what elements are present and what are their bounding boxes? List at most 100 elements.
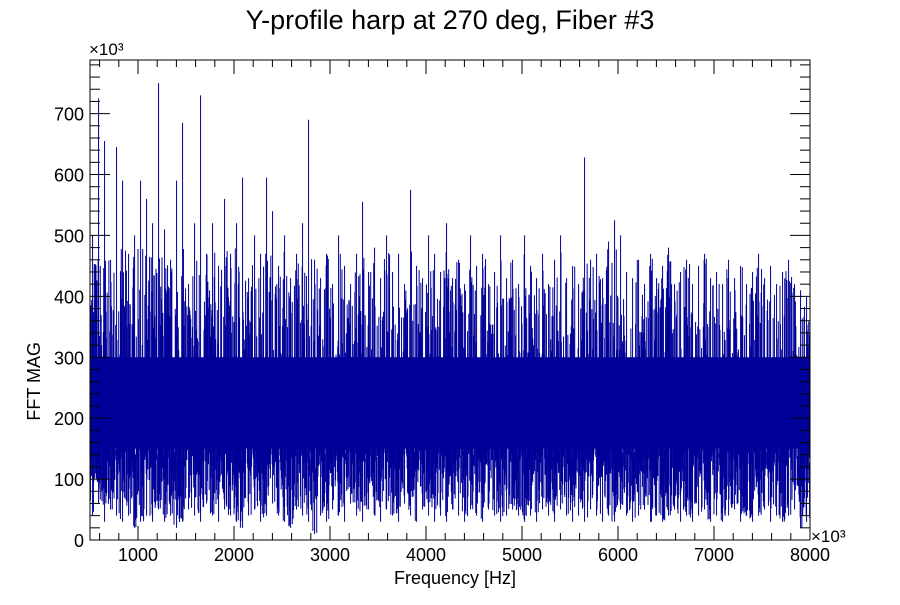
spectrum-bin bbox=[119, 180, 127, 522]
spectrum-bin bbox=[527, 265, 535, 516]
spectrum-bin bbox=[749, 271, 757, 522]
spectrum-core bbox=[192, 357, 199, 449]
spectrum-core bbox=[678, 357, 685, 449]
spectrum-core bbox=[372, 357, 379, 449]
x-tick-label: 2000 bbox=[214, 545, 254, 565]
spectrum-core bbox=[204, 357, 211, 449]
spectrum-bin bbox=[359, 201, 367, 522]
spectrum-core bbox=[726, 357, 733, 449]
spectrum-bin bbox=[665, 247, 673, 516]
spectrum-bin bbox=[329, 284, 337, 510]
spectrum-bin bbox=[791, 284, 799, 510]
spectrum-core bbox=[102, 357, 109, 449]
spectrum-core bbox=[528, 357, 535, 449]
spectrum-core bbox=[744, 357, 751, 449]
spectrum-core bbox=[786, 357, 793, 449]
x-tick-label: 6000 bbox=[598, 545, 638, 565]
spectrum-bin bbox=[689, 284, 697, 522]
y-tick-label: 400 bbox=[54, 287, 84, 307]
spectrum-core bbox=[216, 357, 223, 449]
spectrum-core bbox=[582, 357, 589, 449]
spectrum-bin bbox=[245, 278, 253, 516]
spectrum-core bbox=[312, 357, 319, 449]
spectrum-bin bbox=[239, 177, 247, 528]
spectrum-core bbox=[690, 357, 697, 449]
spectrum-bin bbox=[503, 278, 511, 516]
spectrum-core bbox=[564, 357, 571, 449]
spectrum-core bbox=[570, 357, 577, 449]
spectrum-core bbox=[756, 357, 763, 449]
spectrum-series bbox=[89, 83, 811, 534]
spectrum-core bbox=[354, 357, 361, 449]
spectrum-core bbox=[516, 357, 523, 449]
spectrum-bin bbox=[695, 265, 703, 516]
spectrum-bin bbox=[353, 253, 361, 516]
spectrum-core bbox=[612, 357, 619, 449]
spectrum-core bbox=[462, 357, 469, 449]
spectrum-bin bbox=[569, 265, 577, 522]
spectrum-core bbox=[288, 357, 295, 449]
spectrum-core bbox=[336, 357, 343, 449]
spectrum-bin bbox=[551, 259, 559, 522]
spectrum-core bbox=[468, 357, 475, 449]
spectrum-bin bbox=[587, 259, 595, 510]
spectrum-bin bbox=[371, 247, 379, 516]
spectrum-core bbox=[534, 357, 541, 449]
spectrum-bin bbox=[707, 278, 715, 522]
spectrum-core bbox=[252, 357, 259, 449]
spectrum-core bbox=[240, 357, 247, 449]
spectrum-bin bbox=[341, 265, 349, 522]
y-tick-label: 200 bbox=[54, 409, 84, 429]
spectrum-core bbox=[438, 357, 445, 449]
spectrum-core bbox=[318, 357, 325, 449]
spectrum-core bbox=[282, 357, 289, 449]
spectrum-core bbox=[804, 357, 811, 449]
spectrum-core bbox=[432, 357, 439, 449]
spectrum-bin bbox=[389, 271, 397, 516]
spectrum-bin bbox=[713, 271, 721, 516]
spectrum-core bbox=[660, 357, 667, 449]
spectrum-core bbox=[456, 357, 463, 449]
spectrum-bin bbox=[647, 253, 655, 522]
x-tick-label: 4000 bbox=[406, 545, 446, 565]
spectrum-bin bbox=[737, 265, 745, 522]
spectrum-bin bbox=[479, 253, 487, 522]
spectrum-core bbox=[654, 357, 661, 449]
spectrum-bin bbox=[731, 278, 739, 510]
spectrum-core bbox=[348, 357, 355, 449]
spectrum-core bbox=[210, 357, 217, 449]
spectrum-bin bbox=[545, 284, 553, 516]
spectrum-bin bbox=[767, 265, 775, 522]
spectrum-core bbox=[228, 357, 235, 449]
spectrum-bin bbox=[407, 189, 415, 516]
spectrum-core bbox=[792, 357, 799, 449]
spectrum-core bbox=[576, 357, 583, 449]
axes: 1000 2000 3000 4000 5000 6000 7000 8000 0 100 200 3… bbox=[54, 60, 830, 565]
spectrum-bin bbox=[113, 147, 121, 516]
spectrum-core bbox=[702, 357, 709, 449]
spectrum-core bbox=[294, 357, 301, 449]
spectrum-core bbox=[246, 357, 253, 449]
spectrum-bin bbox=[779, 271, 787, 522]
spectrum-bin bbox=[449, 278, 457, 510]
spectrum-bin bbox=[773, 284, 781, 516]
spectrum-core bbox=[198, 357, 205, 449]
spectrum-bin bbox=[719, 284, 727, 522]
spectrum-bin bbox=[131, 235, 139, 528]
y-tick-label: 100 bbox=[54, 470, 84, 490]
spectrum-bin bbox=[125, 253, 133, 516]
spectrum-bin bbox=[557, 235, 565, 510]
spectrum-core bbox=[342, 357, 349, 449]
spectrum-core bbox=[396, 357, 403, 449]
spectrum-bin bbox=[203, 253, 211, 504]
spectrum-bin bbox=[563, 278, 571, 516]
spectrum-core bbox=[132, 357, 139, 449]
spectrum-bin bbox=[311, 259, 319, 534]
spectrum-core bbox=[768, 357, 775, 449]
spectrum-core bbox=[606, 357, 613, 449]
spectrum-core bbox=[402, 357, 409, 449]
spectrum-core bbox=[684, 357, 691, 449]
spectrum-bin bbox=[533, 278, 541, 522]
spectrum-bin bbox=[461, 284, 469, 522]
